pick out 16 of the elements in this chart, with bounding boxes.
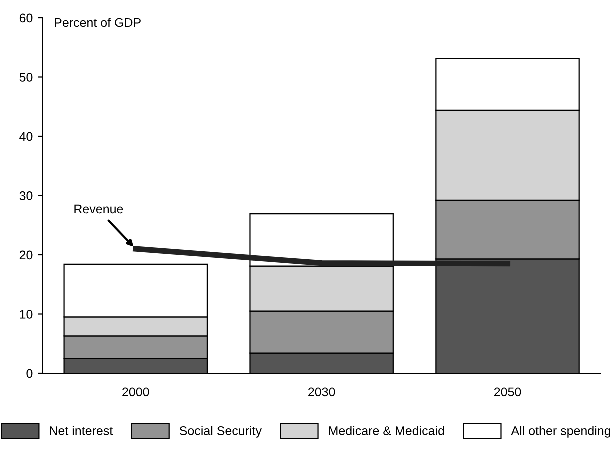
- y-tick-label: 40: [20, 132, 33, 142]
- y-tick-label: 10: [20, 310, 33, 319]
- y-axis-title: Percent of GDP: [55, 18, 141, 28]
- x-tick-label: 2050: [494, 388, 522, 397]
- y-tick-label: 60: [20, 14, 33, 23]
- x-tick-label: 2000: [122, 388, 150, 397]
- y-tick-label: 50: [20, 73, 33, 82]
- y-tick-label: 0: [26, 369, 33, 378]
- legend-label: Medicare & Medicaid: [329, 426, 444, 436]
- y-tick-label: 30: [20, 192, 33, 200]
- legend-label: Social Security: [180, 426, 262, 438]
- legend-label: Net interest: [50, 426, 114, 436]
- text: Revenue: [74, 204, 124, 214]
- legend-label: All other spending: [511, 426, 611, 438]
- x-tick-label: 2030: [308, 388, 336, 397]
- y-tick-label: 20: [20, 250, 33, 260]
